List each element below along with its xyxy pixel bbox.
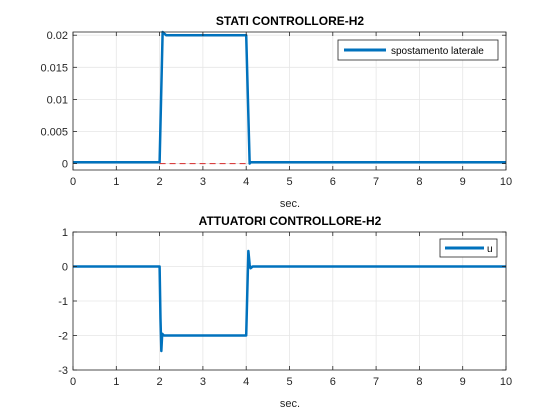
x-axis-label: sec.	[280, 198, 300, 210]
x-axis-label: sec.	[280, 398, 300, 410]
y-tick-label: 0	[62, 262, 68, 274]
y-tick-label: 0	[62, 159, 68, 171]
chart-attuatori: ATTUATORI CONTROLLORE-H2 sec. 0 1 2 3 4 5 6 7 8 9…	[58, 214, 512, 410]
legend-entry: spostamento laterale	[391, 46, 484, 57]
legend-entry: u	[487, 244, 493, 255]
x-tick-label: 2	[157, 376, 163, 388]
legend: spostamento laterale	[337, 39, 499, 61]
x-tick-label: 4	[243, 376, 249, 388]
series-line-u	[73, 249, 506, 353]
series-layer	[73, 30, 506, 165]
x-tick-label: 3	[200, 376, 206, 388]
x-tick-label: 8	[416, 176, 422, 188]
x-tick-label: 9	[460, 376, 466, 388]
x-tick-label: 4	[243, 176, 249, 188]
x-tick-label: 5	[286, 176, 292, 188]
chart-stati: STATI CONTROLLORE-H2 sec. 0 1 2 3 4 5 6 7 8 9 1000…	[40, 14, 512, 210]
y-tick-label: -2	[58, 331, 68, 343]
x-tick-label: 0	[70, 176, 76, 188]
y-tick-label: 0.01	[47, 94, 68, 106]
y-tick-label: -1	[58, 296, 68, 308]
series-layer	[73, 249, 506, 353]
y-tick-label: 0.015	[40, 62, 68, 74]
x-tick-label: 9	[460, 176, 466, 188]
x-tick-label: 6	[330, 176, 336, 188]
x-tick-label: 1	[113, 176, 119, 188]
y-tick-label: -3	[58, 365, 68, 377]
legend: u	[439, 238, 498, 258]
x-tick-label: 7	[373, 376, 379, 388]
x-tick-label: 2	[157, 176, 163, 188]
axis-ticks: 0 1 2 3 4 5 6 7 8 9 10 0 0.005 0.01 0.015 0.02	[40, 30, 512, 188]
legend-box	[337, 39, 499, 61]
x-tick-label: 1	[113, 376, 119, 388]
x-tick-label: 0	[70, 376, 76, 388]
x-tick-label: 7	[373, 176, 379, 188]
x-tick-label: 3	[200, 176, 206, 188]
y-tick-label: 0.02	[47, 30, 68, 42]
x-tick-label: 10	[500, 376, 512, 388]
series-line-spostamento-laterale	[73, 30, 506, 165]
axis-ticks: 0 1 2 3 4 5 6 7 8 9 10 -3 -2 -1 0 1	[58, 227, 512, 388]
grid	[72, 231, 507, 371]
x-tick-label: 6	[330, 376, 336, 388]
y-tick-label: 0.005	[40, 126, 68, 138]
x-tick-label: 10	[500, 176, 512, 188]
y-tick-label: 1	[62, 227, 68, 239]
chart-title: STATI CONTROLLORE-H2	[216, 14, 365, 28]
x-tick-label: 5	[286, 376, 292, 388]
x-tick-label: 8	[416, 376, 422, 388]
chart-title: ATTUATORI CONTROLLORE-H2	[199, 214, 382, 228]
